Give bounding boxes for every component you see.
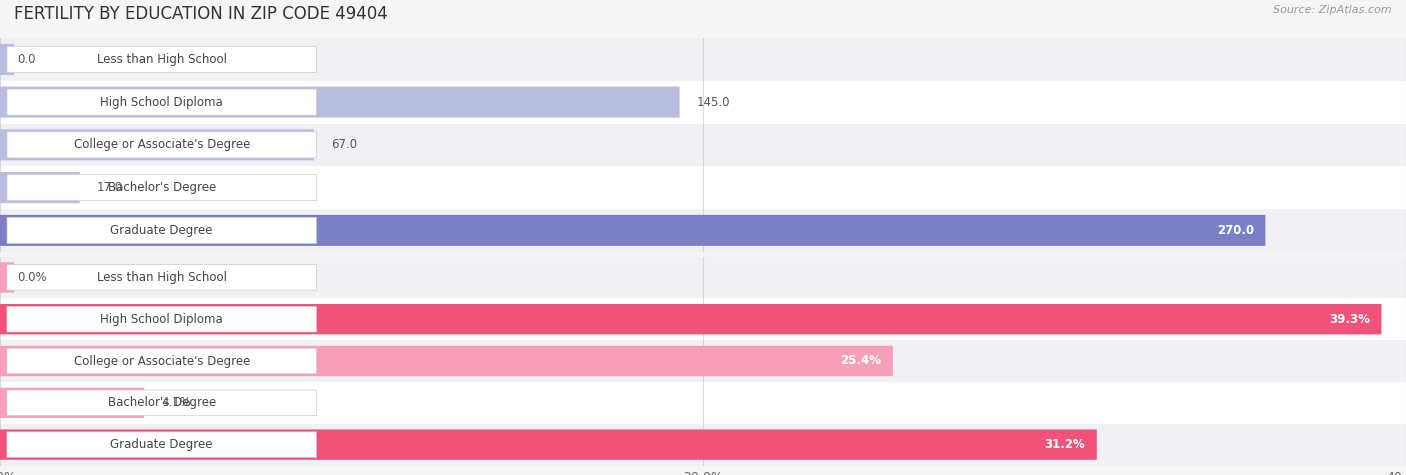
FancyBboxPatch shape [7,348,316,374]
Text: Bachelor's Degree: Bachelor's Degree [108,396,215,409]
Text: High School Diploma: High School Diploma [100,95,224,109]
FancyBboxPatch shape [0,340,1406,382]
Text: 145.0: 145.0 [696,95,730,109]
FancyBboxPatch shape [0,215,1265,246]
Text: Graduate Degree: Graduate Degree [111,438,212,451]
Text: Bachelor's Degree: Bachelor's Degree [108,181,215,194]
Text: High School Diploma: High School Diploma [100,313,224,326]
Text: 67.0: 67.0 [330,138,357,152]
FancyBboxPatch shape [7,89,316,115]
FancyBboxPatch shape [0,38,1406,81]
FancyBboxPatch shape [0,44,14,75]
FancyBboxPatch shape [7,265,316,290]
Text: FERTILITY BY EDUCATION IN ZIP CODE 49404: FERTILITY BY EDUCATION IN ZIP CODE 49404 [14,5,388,23]
FancyBboxPatch shape [0,304,1382,334]
FancyBboxPatch shape [0,298,1406,340]
FancyBboxPatch shape [0,124,1406,166]
Text: 39.3%: 39.3% [1329,313,1369,326]
Text: 31.2%: 31.2% [1045,438,1085,451]
Text: Source: ZipAtlas.com: Source: ZipAtlas.com [1274,5,1392,15]
FancyBboxPatch shape [0,382,1406,424]
FancyBboxPatch shape [7,175,316,200]
FancyBboxPatch shape [7,218,316,243]
FancyBboxPatch shape [7,306,316,332]
Text: College or Associate's Degree: College or Associate's Degree [73,354,250,368]
Text: College or Associate's Degree: College or Associate's Degree [73,138,250,152]
Text: 4.1%: 4.1% [160,396,191,409]
Text: Graduate Degree: Graduate Degree [111,224,212,237]
FancyBboxPatch shape [7,432,316,457]
FancyBboxPatch shape [7,132,316,158]
FancyBboxPatch shape [0,424,1406,466]
FancyBboxPatch shape [0,429,1097,460]
FancyBboxPatch shape [0,172,80,203]
Text: 270.0: 270.0 [1218,224,1254,237]
FancyBboxPatch shape [0,256,1406,298]
Text: 17.0: 17.0 [97,181,122,194]
FancyBboxPatch shape [0,129,314,161]
Text: 0.0%: 0.0% [17,271,46,284]
FancyBboxPatch shape [7,390,316,416]
Text: Less than High School: Less than High School [97,271,226,284]
Text: Less than High School: Less than High School [97,53,226,66]
FancyBboxPatch shape [7,47,316,72]
FancyBboxPatch shape [0,81,1406,124]
Text: 25.4%: 25.4% [841,354,882,368]
FancyBboxPatch shape [0,209,1406,252]
FancyBboxPatch shape [0,346,893,376]
FancyBboxPatch shape [0,166,1406,209]
FancyBboxPatch shape [0,86,679,118]
FancyBboxPatch shape [0,262,14,293]
Text: 0.0: 0.0 [17,53,35,66]
FancyBboxPatch shape [0,388,145,418]
